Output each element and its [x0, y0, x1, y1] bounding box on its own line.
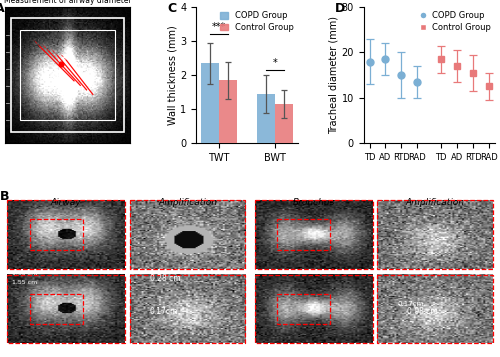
Text: 0.28 cm: 0.28 cm: [150, 274, 180, 283]
Bar: [130, 275, 245, 343]
Bar: [30, 293, 83, 325]
Bar: [201, 63, 219, 143]
Bar: [30, 219, 83, 250]
Bar: [255, 275, 372, 343]
Text: Amplification: Amplification: [406, 198, 464, 207]
Text: Amplification: Amplification: [158, 198, 217, 207]
Text: C: C: [168, 2, 177, 15]
Text: 0.17cm: 0.17cm: [150, 307, 178, 316]
Text: A: A: [0, 2, 4, 15]
Bar: [219, 80, 237, 143]
Text: ***: ***: [212, 22, 226, 32]
Text: 1.59 cm: 1.59 cm: [12, 354, 38, 357]
Bar: [20, 30, 116, 121]
Text: D: D: [334, 2, 345, 15]
Bar: [130, 200, 245, 269]
Text: Bronchus: Bronchus: [292, 198, 335, 207]
Bar: [278, 293, 330, 325]
Text: 0.08 cm: 0.08 cm: [407, 307, 438, 316]
Text: 0.17cm: 0.17cm: [397, 301, 423, 307]
Bar: [278, 219, 330, 250]
Text: 1.55 cm: 1.55 cm: [12, 280, 38, 285]
Bar: [255, 200, 372, 269]
Legend: COPD Group, Control Group: COPD Group, Control Group: [220, 11, 294, 32]
Legend: COPD Group, Control Group: COPD Group, Control Group: [420, 11, 491, 32]
Y-axis label: Tracheal diameter (mm): Tracheal diameter (mm): [328, 16, 338, 134]
Bar: [257, 94, 275, 143]
Bar: [378, 200, 492, 269]
Text: Airway: Airway: [51, 198, 82, 207]
Text: *: *: [273, 58, 278, 68]
Title: Measurement of airway diameter: Measurement of airway diameter: [4, 0, 132, 5]
Bar: [275, 104, 293, 143]
Text: 1.66 cm: 1.66 cm: [12, 271, 38, 276]
Bar: [8, 275, 125, 343]
Bar: [8, 200, 125, 269]
Bar: [12, 19, 124, 132]
Text: 1.03 cm: 1.03 cm: [12, 345, 38, 350]
Text: B: B: [0, 190, 10, 203]
Bar: [378, 275, 492, 343]
Y-axis label: Wall thickness (mm): Wall thickness (mm): [168, 25, 177, 125]
